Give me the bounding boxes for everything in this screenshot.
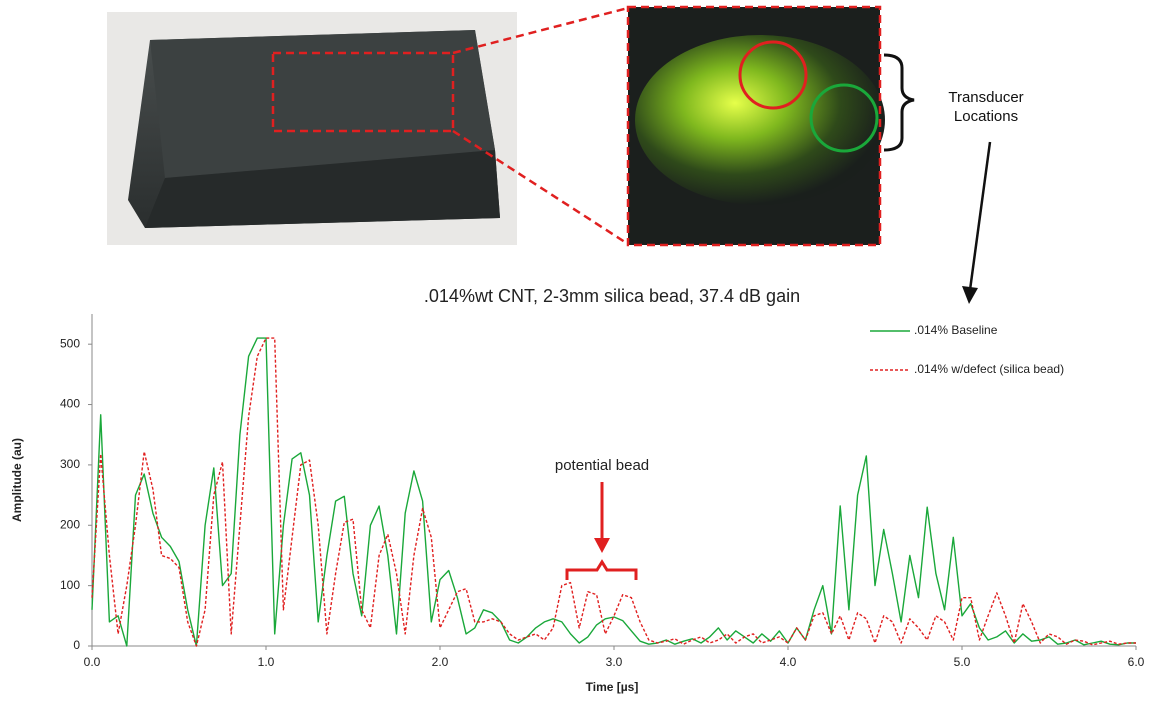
x-tick-label: 3.0 (606, 655, 623, 669)
legend-label: .014% w/defect (silica bead) (914, 362, 1064, 376)
x-tick-label: 0.0 (84, 655, 101, 669)
y-tick-label: 300 (60, 457, 80, 471)
y-tick-label: 100 (60, 578, 80, 592)
annotation-arrow (594, 538, 610, 553)
sample-photo (107, 12, 517, 245)
x-tick-label: 6.0 (1128, 655, 1145, 669)
arrow (970, 142, 990, 290)
data-line (92, 338, 1136, 646)
legend-label: .014% Baseline (914, 323, 998, 337)
data-line (92, 338, 1136, 646)
y-tick-label: 200 (60, 517, 80, 531)
annotation: potential bead (555, 457, 649, 474)
y-axis-label: Amplitude (au) (10, 438, 24, 522)
annotation: Transducer Locations (930, 88, 1042, 126)
zoom-photo (628, 7, 885, 245)
annotation-bracket (567, 562, 636, 580)
x-axis-label: Time [µs] (586, 680, 639, 694)
chart-title: .014%wt CNT, 2-3mm silica bead, 37.4 dB … (424, 286, 800, 306)
y-tick-label: 500 (60, 336, 80, 350)
x-tick-label: 1.0 (258, 655, 275, 669)
arrow-head (962, 286, 978, 304)
y-tick-label: 400 (60, 397, 80, 411)
y-tick-label: 0 (73, 638, 80, 652)
x-tick-label: 5.0 (954, 655, 971, 669)
x-tick-label: 4.0 (780, 655, 797, 669)
x-tick-label: 2.0 (432, 655, 449, 669)
bracket (884, 55, 914, 150)
